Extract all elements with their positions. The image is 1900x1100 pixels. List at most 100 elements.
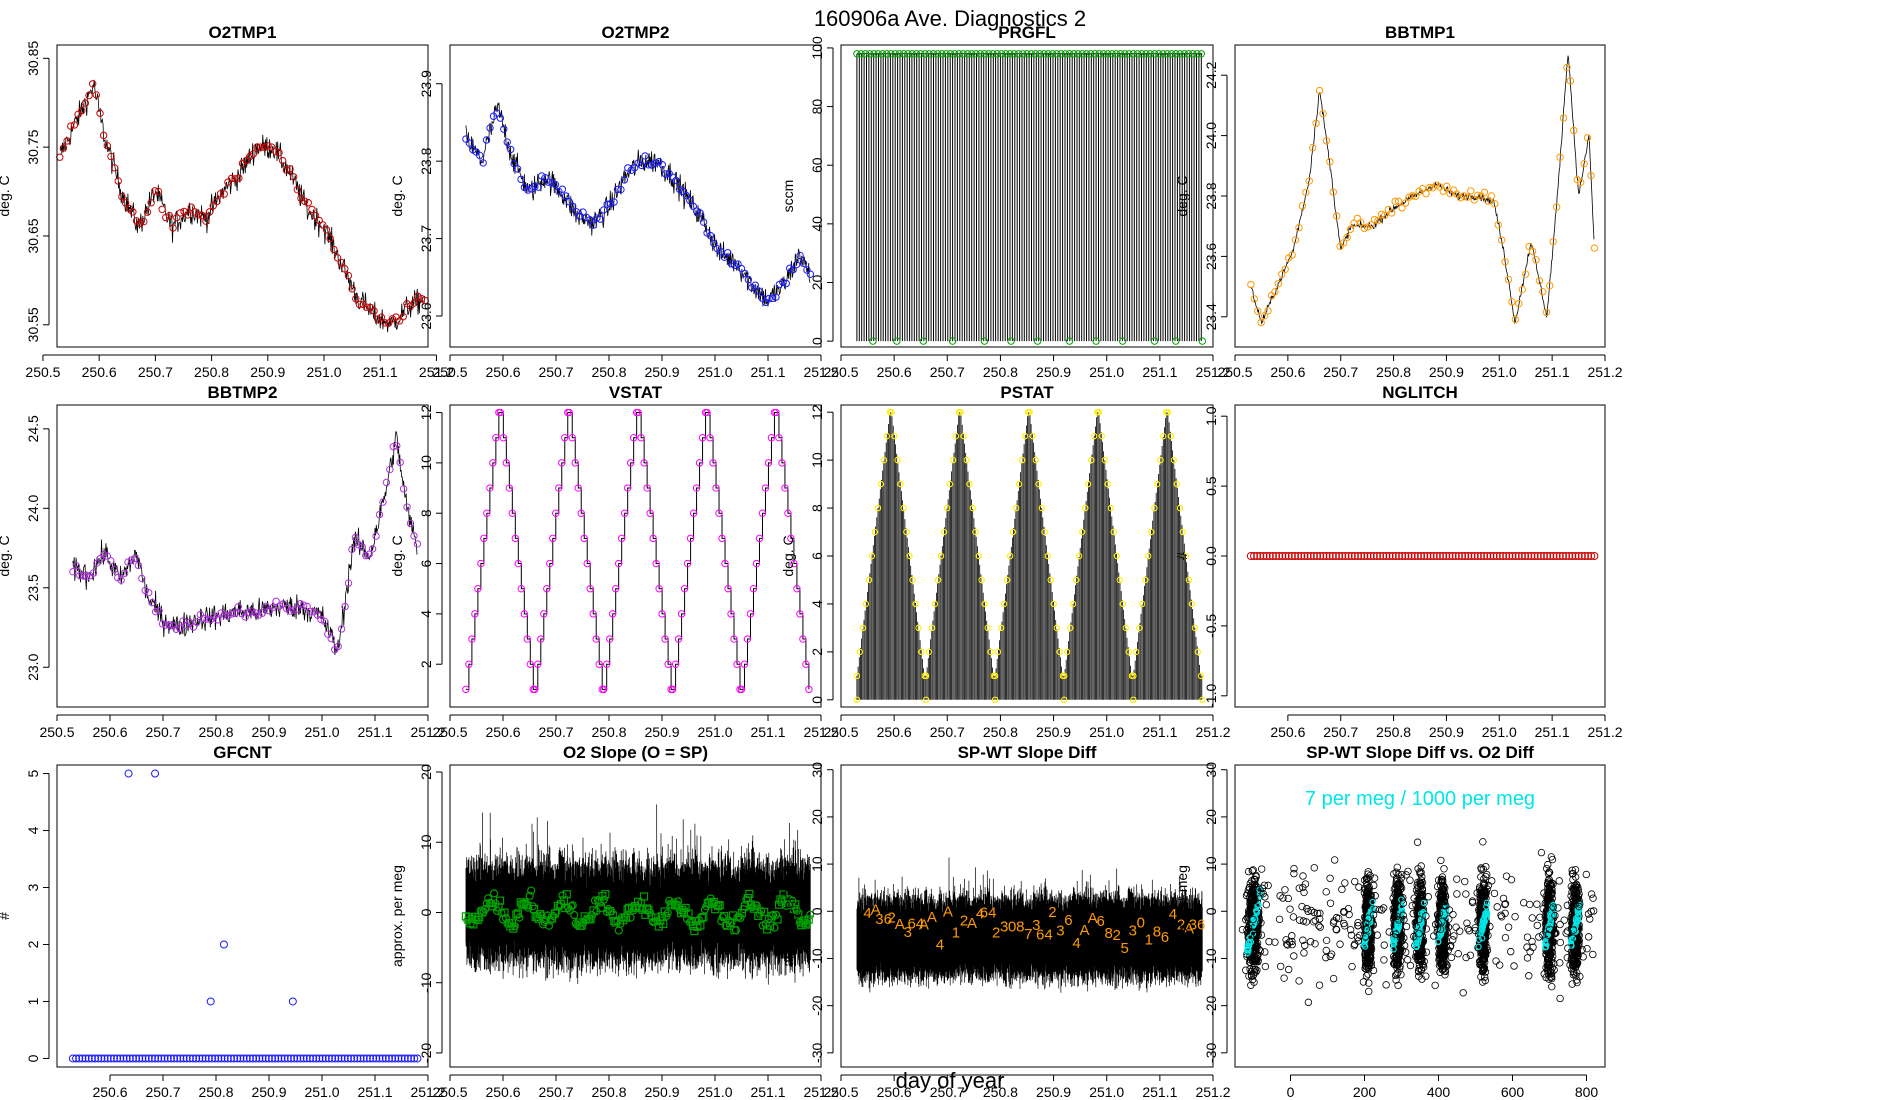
data-label: A [871,902,881,919]
data-point [235,174,243,182]
y-tick-label: 10 [418,455,434,471]
data-point [353,1054,362,1063]
data-point [1466,951,1475,959]
plot-area [853,408,1206,704]
data-point [1449,910,1457,919]
plot-area [68,769,422,1063]
plot-area [462,102,815,307]
data-point [324,1054,333,1063]
data-point [217,1054,226,1063]
data-point [527,886,536,895]
data-point [1431,981,1439,990]
data-point [743,635,752,643]
data-point [540,610,548,618]
y-tick-label: 0 [1203,907,1219,915]
data-label: 8 [1104,925,1112,942]
data-point [1332,925,1340,933]
data-point [176,209,185,217]
data-point [1537,848,1546,857]
data-point [683,559,692,568]
data-label: 2 [1177,916,1185,933]
data-point [179,1054,188,1063]
data-point [1271,288,1279,296]
data-point [1587,171,1595,180]
data-point [1528,914,1536,922]
data-point [381,1054,390,1063]
data-label: 64 [980,905,997,922]
data-point [1524,552,1533,560]
data-point [1007,337,1015,345]
data-point [1548,982,1556,991]
data-point [147,199,155,207]
data-label: 6 [1096,913,1104,930]
data-point [1345,910,1353,919]
data-point [1325,552,1334,560]
data-point [528,902,537,911]
data-point [1366,552,1375,560]
data-point [1481,918,1488,926]
data-point [1419,912,1426,919]
data-point [1471,924,1479,932]
data-point [1163,50,1171,58]
y-tick-label: 20 [418,764,434,780]
data-point [500,908,509,917]
data-point [782,279,790,288]
data-point [955,50,963,58]
data-point [758,509,767,517]
data-point [274,1054,283,1063]
data-point [1295,977,1303,985]
x-tick-label: 250.8 [591,364,626,380]
x-tick-label: 251.0 [697,1084,732,1100]
data-point [103,142,112,150]
x-tick-label: 251.1 [1535,364,1570,380]
data-point [1417,552,1426,560]
data-point [1547,885,1556,893]
data-point [1402,871,1410,879]
data-point [664,660,672,668]
data-point [1029,432,1036,440]
panel-title: NGLITCH [1382,383,1458,402]
data-point [1067,624,1074,632]
data-point [770,923,779,932]
data-point [1435,938,1442,945]
data-point [1139,600,1146,608]
data-point [1363,957,1371,965]
data-label: 2 [992,925,1000,942]
data-point [975,552,982,560]
data-point [706,434,714,442]
data-point [258,1054,267,1063]
data-point [166,1054,175,1063]
data-point [1476,929,1483,936]
data-point [1370,215,1379,224]
data-point [1462,890,1470,898]
data-point [1250,880,1259,889]
data-point [1549,903,1557,911]
data-point [1354,918,1362,927]
data-point [634,408,642,417]
data-point [1315,922,1323,930]
x-tick-label: 251.0 [1482,724,1517,740]
data-point [122,1054,131,1063]
data-point [475,151,484,160]
data-point [534,660,542,668]
data-point [1287,552,1296,560]
data-point [1064,648,1071,656]
data-point [951,50,959,58]
data-point [1533,552,1542,560]
panel-title: O2TMP2 [601,23,669,42]
data-point [568,202,577,211]
data-point [1464,924,1472,933]
data-point [888,408,895,416]
data-point [482,136,491,144]
y-tick-label: 0 [809,907,825,915]
data-point [1546,951,1554,959]
data-label: A [927,909,937,926]
panel-title: SP-WT Slope Diff [958,743,1097,762]
data-point [960,432,967,440]
data-point [1549,552,1558,560]
data-point [1437,892,1445,900]
panel-ylabel: # [0,912,12,920]
data-point [755,287,763,295]
